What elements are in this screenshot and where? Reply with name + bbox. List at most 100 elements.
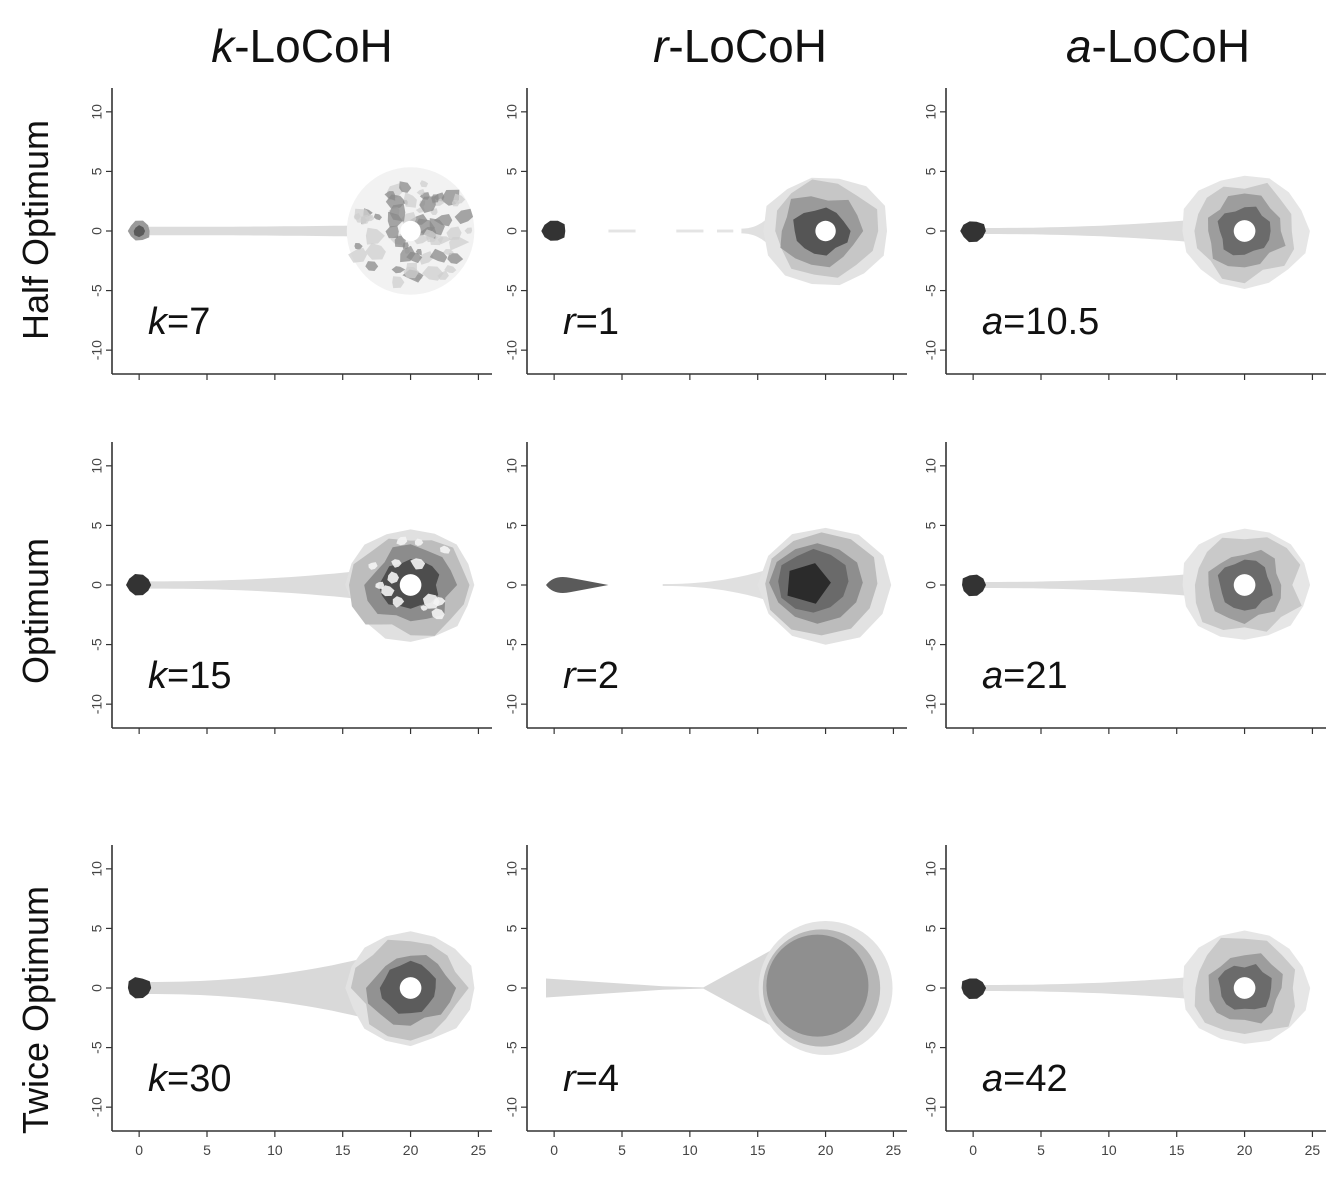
x-tick-label: 20 bbox=[1237, 1142, 1253, 1158]
parameter-label: r=2 bbox=[563, 655, 619, 697]
corridor bbox=[981, 977, 1188, 999]
parameter-value: =42 bbox=[1003, 1058, 1067, 1100]
cell bbox=[433, 214, 453, 227]
y-tick-label: 10 bbox=[504, 458, 520, 474]
y-tick-label: 5 bbox=[504, 521, 520, 529]
corridor bbox=[147, 571, 351, 599]
column-title-suffix: -LoCoH bbox=[234, 20, 393, 72]
gap bbox=[368, 562, 378, 570]
y-tick-label: 5 bbox=[89, 924, 105, 932]
x-tick-label: 15 bbox=[1169, 1142, 1185, 1158]
column-title-param: a bbox=[1066, 20, 1092, 72]
y-tick-label: -5 bbox=[923, 1041, 939, 1054]
column-title-1: r-LoCoH bbox=[653, 20, 827, 72]
gap bbox=[392, 596, 405, 608]
core-hole bbox=[399, 574, 422, 596]
parameter-value: =21 bbox=[1003, 655, 1067, 697]
cell bbox=[429, 248, 448, 263]
y-tick-label: 10 bbox=[504, 861, 520, 877]
column-title-param: r bbox=[653, 20, 670, 72]
cell bbox=[385, 225, 399, 239]
parameter-value: =4 bbox=[576, 1058, 619, 1100]
cell bbox=[399, 181, 412, 193]
parameter-label: a=21 bbox=[982, 655, 1068, 697]
panel-2-2: -10 -5 0 5 10 0 5 10 15 20 25 a=42 bbox=[923, 845, 1326, 1158]
y-tick-label: 0 bbox=[504, 227, 520, 235]
corridor-segment bbox=[717, 229, 734, 233]
y-tick-label: -10 bbox=[504, 694, 520, 714]
parameter-label: k=30 bbox=[148, 1058, 231, 1100]
x-tick-label: 5 bbox=[618, 1142, 626, 1158]
y-tick-label: -10 bbox=[89, 1097, 105, 1117]
y-tick-label: -10 bbox=[89, 340, 105, 360]
cell bbox=[419, 180, 429, 188]
parameter-symbol: a bbox=[982, 301, 1003, 343]
cell bbox=[443, 249, 454, 256]
cell bbox=[419, 251, 434, 265]
y-tick-label: 0 bbox=[923, 581, 939, 589]
column-title-suffix: -LoCoH bbox=[1092, 20, 1251, 72]
cell bbox=[447, 253, 464, 264]
y-tick-label: 10 bbox=[923, 861, 939, 877]
parameter-label: r=4 bbox=[563, 1058, 619, 1100]
cell bbox=[464, 227, 473, 234]
column-title-suffix: -LoCoH bbox=[668, 20, 827, 72]
x-tick-label: 25 bbox=[1305, 1142, 1321, 1158]
x-tick-label: 0 bbox=[550, 1142, 558, 1158]
cell bbox=[451, 199, 460, 207]
column-title-2: a-LoCoH bbox=[1066, 20, 1250, 72]
small-cluster bbox=[127, 977, 152, 999]
gap bbox=[396, 536, 408, 546]
y-tick-label: 5 bbox=[923, 521, 939, 529]
small-cluster-core bbox=[133, 225, 146, 238]
y-tick-label: 5 bbox=[923, 167, 939, 175]
cell bbox=[403, 192, 417, 208]
parameter-label: k=7 bbox=[148, 301, 210, 343]
x-tick-label: 15 bbox=[335, 1142, 351, 1158]
parameter-label: a=42 bbox=[982, 1058, 1068, 1100]
gap bbox=[433, 597, 446, 607]
y-tick-label: 0 bbox=[89, 227, 105, 235]
cell bbox=[365, 227, 385, 245]
y-tick-label: 10 bbox=[923, 458, 939, 474]
parameter-symbol: r bbox=[563, 1058, 577, 1100]
parameter-symbol: r bbox=[563, 301, 577, 343]
row-title-2: Twice Optimum bbox=[15, 886, 56, 1134]
x-tick-label: 0 bbox=[969, 1142, 977, 1158]
cell bbox=[419, 196, 436, 213]
gap bbox=[410, 558, 426, 570]
y-tick-label: 0 bbox=[89, 984, 105, 992]
gap bbox=[439, 545, 451, 554]
small-cluster bbox=[546, 576, 609, 594]
parameter-symbol: k bbox=[148, 301, 169, 343]
corridor bbox=[981, 574, 1188, 596]
cell bbox=[373, 213, 382, 221]
cell bbox=[400, 245, 416, 263]
x-tick-label: 20 bbox=[403, 1142, 419, 1158]
small-cluster bbox=[541, 220, 566, 241]
cell bbox=[365, 243, 386, 260]
panel-0-2: -10 -5 0 5 10 a=10.5 bbox=[923, 88, 1326, 380]
parameter-value: =30 bbox=[167, 1058, 231, 1100]
cell bbox=[416, 189, 425, 195]
y-tick-label: 0 bbox=[923, 984, 939, 992]
gap bbox=[422, 593, 440, 609]
y-tick-label: -5 bbox=[923, 638, 939, 651]
panel-2-1: -10 -5 0 5 10 0 5 10 15 20 25 r=4 bbox=[504, 845, 907, 1158]
small-cluster bbox=[961, 978, 987, 999]
y-tick-label: -5 bbox=[504, 284, 520, 297]
y-tick-label: -10 bbox=[923, 694, 939, 714]
corridor bbox=[546, 942, 785, 1034]
y-tick-label: -5 bbox=[89, 284, 105, 297]
parameter-label: a=10.5 bbox=[982, 301, 1099, 343]
cell bbox=[348, 247, 368, 263]
y-tick-label: 0 bbox=[923, 227, 939, 235]
corridor-segment bbox=[676, 229, 704, 233]
y-tick-label: -10 bbox=[504, 1097, 520, 1117]
x-tick-label: 15 bbox=[750, 1142, 766, 1158]
cell bbox=[449, 237, 470, 251]
x-tick-label: 10 bbox=[682, 1142, 698, 1158]
y-tick-label: 10 bbox=[89, 458, 105, 474]
parameter-value: =7 bbox=[167, 301, 210, 343]
